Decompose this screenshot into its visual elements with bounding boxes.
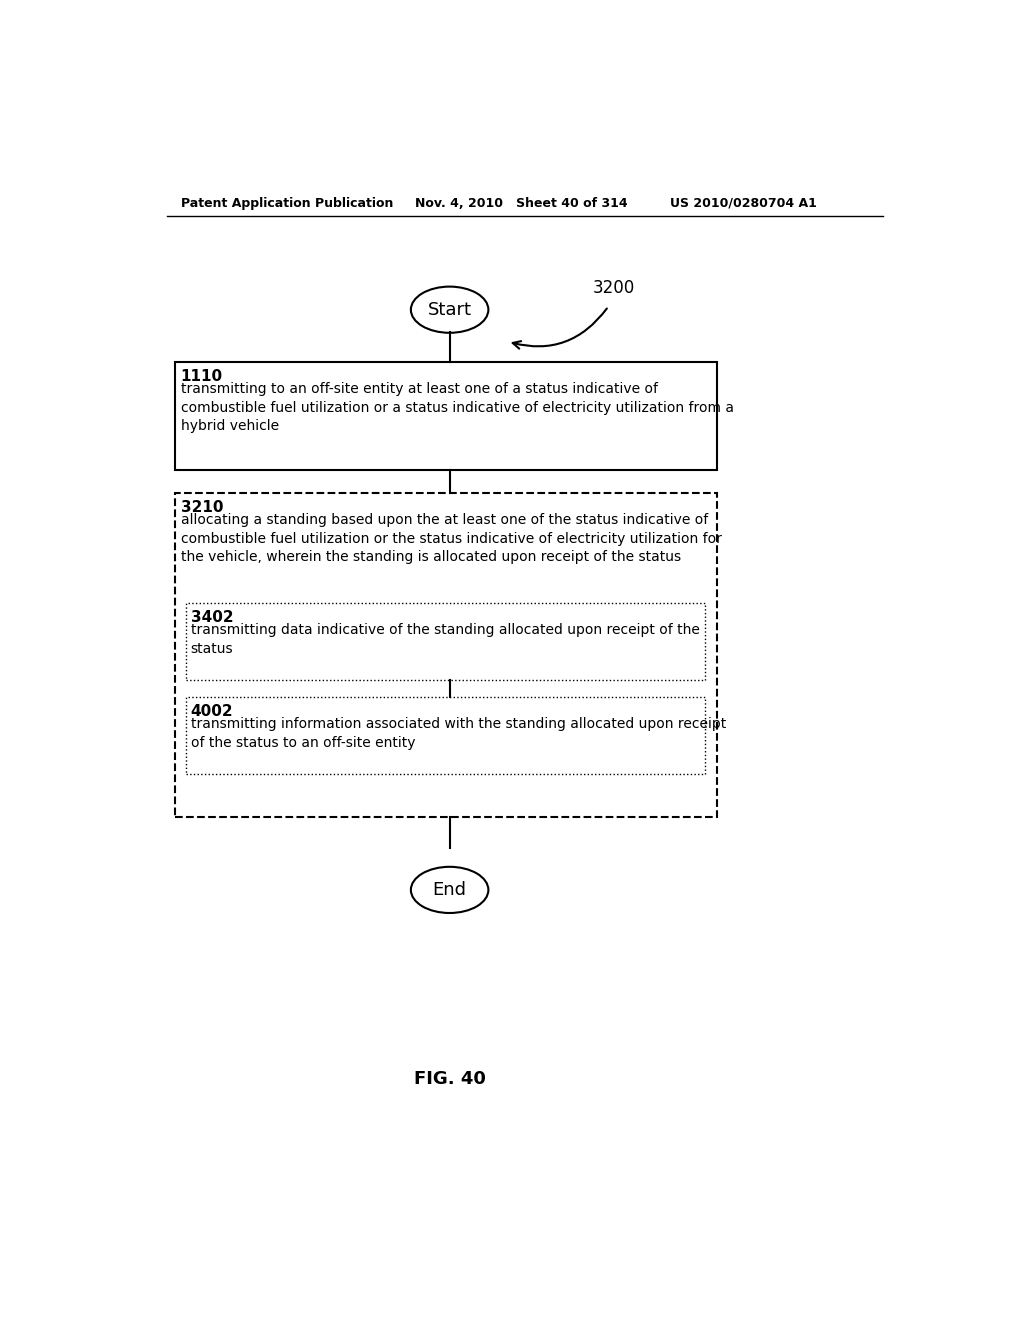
Text: 3402: 3402 <box>190 610 233 624</box>
Text: FIG. 40: FIG. 40 <box>414 1069 485 1088</box>
FancyArrowPatch shape <box>513 309 607 348</box>
Text: 3210: 3210 <box>180 499 223 515</box>
Bar <box>186 603 706 681</box>
Text: Patent Application Publication: Patent Application Publication <box>180 197 393 210</box>
Text: transmitting to an off-site entity at least one of a status indicative of
combus: transmitting to an off-site entity at le… <box>180 383 734 433</box>
Bar <box>174 363 717 470</box>
Text: 4002: 4002 <box>190 704 233 718</box>
Bar <box>174 494 717 817</box>
Text: allocating a standing based upon the at least one of the status indicative of
co: allocating a standing based upon the at … <box>180 513 722 564</box>
Text: Start: Start <box>428 301 472 318</box>
Text: 1110: 1110 <box>180 368 223 384</box>
Text: Nov. 4, 2010   Sheet 40 of 314: Nov. 4, 2010 Sheet 40 of 314 <box>415 197 628 210</box>
Text: transmitting information associated with the standing allocated upon receipt
of : transmitting information associated with… <box>190 718 726 750</box>
Text: US 2010/0280704 A1: US 2010/0280704 A1 <box>671 197 817 210</box>
Bar <box>186 697 706 775</box>
Text: End: End <box>432 880 467 899</box>
Text: 3200: 3200 <box>593 279 635 297</box>
Text: transmitting data indicative of the standing allocated upon receipt of the
statu: transmitting data indicative of the stan… <box>190 623 699 656</box>
